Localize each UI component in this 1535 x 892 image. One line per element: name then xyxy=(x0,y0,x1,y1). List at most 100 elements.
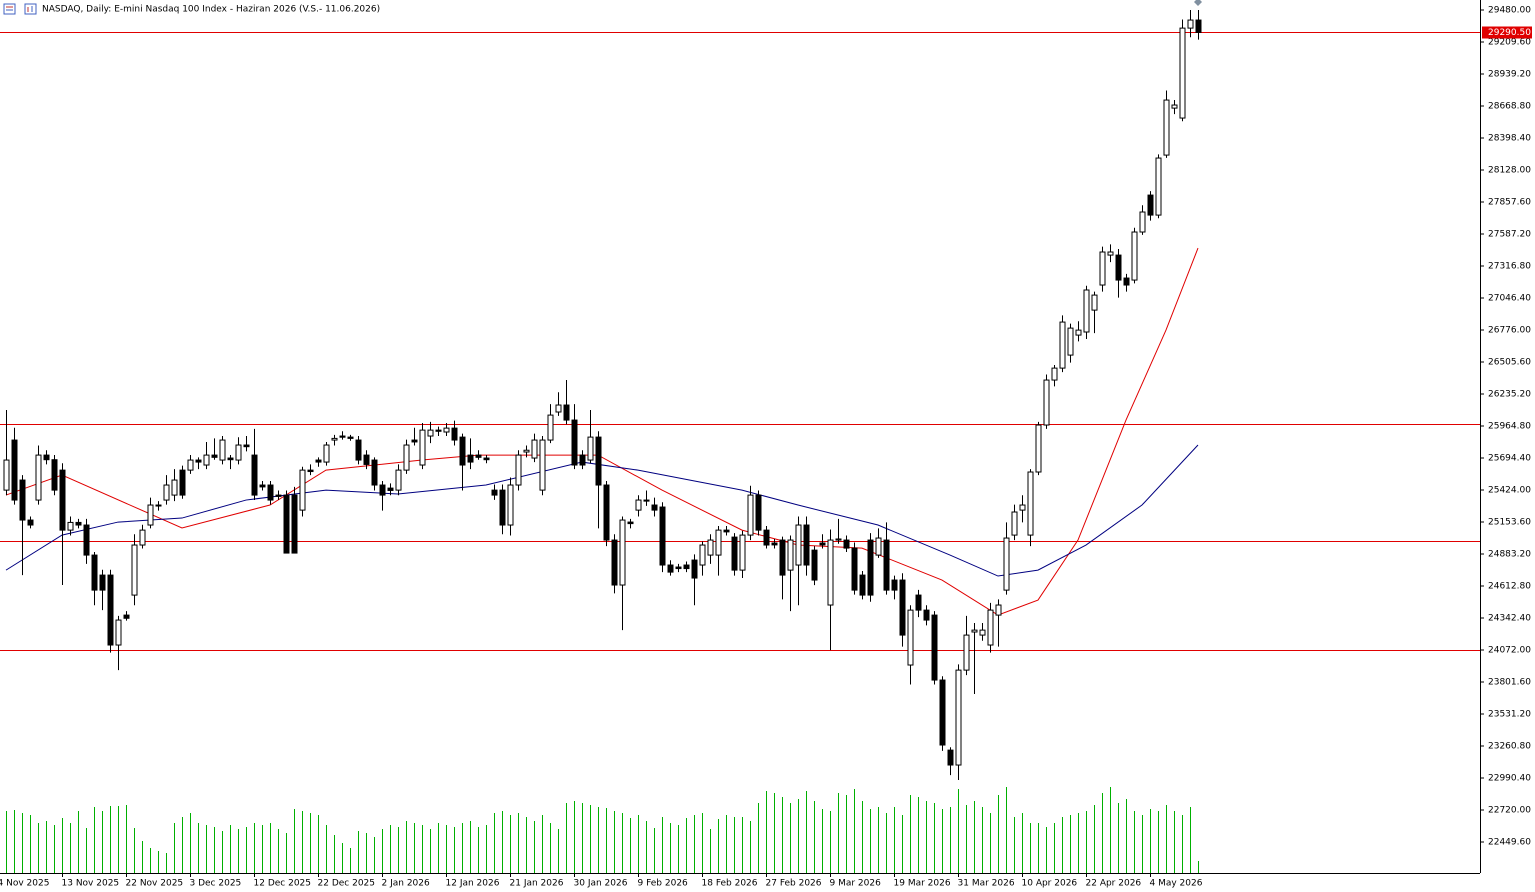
candle-body xyxy=(811,549,818,581)
candle-body xyxy=(131,544,138,596)
candle-body xyxy=(171,479,178,496)
candle-body xyxy=(1011,511,1018,536)
y-tick-label: 28398.40 xyxy=(1488,133,1531,143)
candle-body xyxy=(363,454,370,465)
candle-body xyxy=(883,539,890,591)
candle-body xyxy=(27,519,34,526)
candle-body xyxy=(331,437,338,441)
candle-body xyxy=(1155,157,1162,216)
candle-body xyxy=(723,529,730,533)
candle-body xyxy=(771,542,778,546)
candle-body xyxy=(627,521,634,525)
candle-body xyxy=(147,504,154,526)
candle-body xyxy=(1083,289,1090,333)
y-tick-label: 25964.80 xyxy=(1488,421,1531,431)
candle-body xyxy=(547,414,554,441)
candle-body xyxy=(787,539,794,571)
y-tick-label: 26505.60 xyxy=(1488,357,1531,367)
candle-body xyxy=(187,459,194,471)
x-tick-label: 22 Dec 2025 xyxy=(318,879,376,889)
candle-body xyxy=(459,436,466,466)
icon xyxy=(3,3,16,15)
candle-body xyxy=(531,439,538,459)
candle-body xyxy=(475,454,482,458)
candle-body xyxy=(523,449,530,453)
candle-body xyxy=(763,529,770,546)
y-tick-label: 24072.00 xyxy=(1488,645,1531,655)
x-tick-label: 4 Nov 2025 xyxy=(0,879,49,889)
x-tick-label: 12 Dec 2025 xyxy=(254,879,312,889)
candle-body xyxy=(403,444,410,471)
candle-body xyxy=(235,444,242,461)
candle-body xyxy=(675,566,682,570)
candle-body xyxy=(307,469,314,473)
candle-body xyxy=(803,524,810,566)
candle-body xyxy=(211,454,218,458)
candle-body xyxy=(115,619,122,646)
candle-body xyxy=(867,539,874,596)
candle-body xyxy=(619,519,626,586)
candle-body xyxy=(155,504,162,507)
candle-body xyxy=(1147,194,1154,216)
candle-body xyxy=(651,504,658,511)
x-tick-label: 9 Feb 2026 xyxy=(638,879,689,889)
candle-body xyxy=(1003,537,1010,591)
price-label-box xyxy=(1482,26,1532,39)
candle-body xyxy=(323,444,330,463)
y-tick-label: 28939.20 xyxy=(1488,69,1531,79)
header-icons xyxy=(3,3,37,15)
candle-body xyxy=(1067,327,1074,356)
candle-body xyxy=(243,444,250,448)
candle-body xyxy=(51,459,58,491)
candle-body xyxy=(579,454,586,466)
candle-body xyxy=(635,499,642,511)
candle-body xyxy=(315,459,322,463)
candle-body xyxy=(291,494,298,554)
candle-body xyxy=(795,524,802,566)
candle-body xyxy=(747,494,754,536)
candle-body xyxy=(851,547,858,591)
x-tick-label: 22 Apr 2026 xyxy=(1086,879,1142,889)
candle-body xyxy=(947,749,954,766)
x-tick-label: 27 Feb 2026 xyxy=(766,879,822,889)
candle-body xyxy=(355,439,362,461)
candle-body xyxy=(491,489,498,496)
y-tick-label: 22720.00 xyxy=(1488,805,1531,815)
candle-body xyxy=(1027,471,1034,536)
candle-body xyxy=(563,404,570,421)
candle-body xyxy=(435,429,442,432)
candle-body xyxy=(411,439,418,443)
candle-body xyxy=(1195,19,1202,33)
candle-body xyxy=(595,436,602,486)
candle-body xyxy=(1043,379,1050,426)
candle-body xyxy=(1131,231,1138,281)
candle-body xyxy=(1139,211,1146,233)
y-tick-label: 23531.20 xyxy=(1488,709,1531,719)
candle-body xyxy=(267,484,274,501)
y-tick-label: 25424.00 xyxy=(1488,485,1531,495)
candle-body xyxy=(955,669,962,766)
x-tick-label: 19 Mar 2026 xyxy=(894,879,951,889)
y-tick-label: 28128.00 xyxy=(1488,165,1531,175)
candle-body xyxy=(963,634,970,671)
candle-body xyxy=(515,454,522,486)
candle-body xyxy=(75,521,82,526)
candle-body xyxy=(643,499,650,502)
candle-body xyxy=(571,419,578,466)
candle-body xyxy=(739,534,746,571)
candle-body xyxy=(707,539,714,556)
x-tick-label: 12 Jan 2026 xyxy=(446,879,500,889)
candle-body xyxy=(203,454,210,466)
candle-body xyxy=(387,487,394,491)
candle-body xyxy=(667,564,674,573)
candle-body xyxy=(779,539,786,576)
candle-body xyxy=(1115,254,1122,281)
candle-body xyxy=(259,484,266,488)
candle-body xyxy=(979,629,986,636)
candle-body xyxy=(971,629,978,633)
candle-body xyxy=(139,529,146,546)
candle-body xyxy=(731,536,738,571)
x-tick-label: 22 Nov 2025 xyxy=(126,879,184,889)
x-tick-label: 18 Feb 2026 xyxy=(702,879,758,889)
